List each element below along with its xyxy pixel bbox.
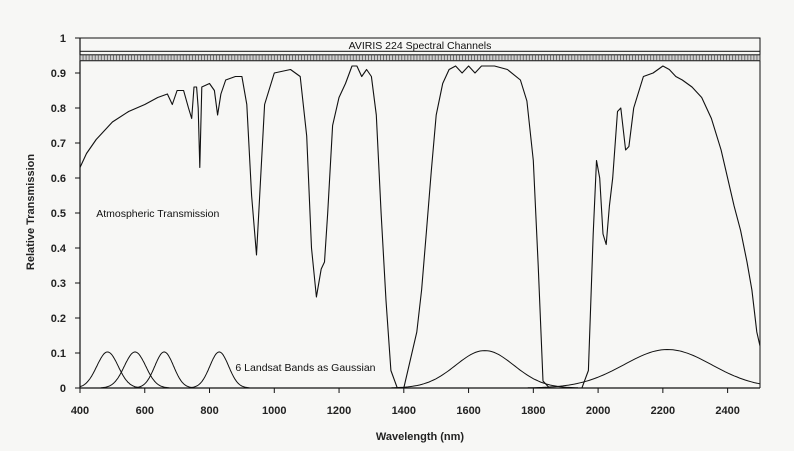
series-layer bbox=[79, 65, 761, 389]
x-tick-label: 600 bbox=[136, 405, 154, 417]
landsat-gaussian-band bbox=[79, 351, 142, 389]
annotation-label: Atmospheric Transmission bbox=[96, 208, 219, 220]
x-tick-label: 400 bbox=[71, 405, 89, 417]
landsat-gaussian-band bbox=[189, 351, 250, 389]
y-axis-label: Relative Transmission bbox=[25, 154, 37, 270]
x-tick-label: 2000 bbox=[586, 405, 610, 417]
landsat-gaussian-band bbox=[527, 348, 761, 389]
y-tick-label: 0.7 bbox=[51, 138, 66, 150]
y-tick-label: 0.9 bbox=[51, 68, 66, 80]
x-tick-label: 1200 bbox=[327, 405, 351, 417]
annotations: Atmospheric Transmission 6 Landsat Bands … bbox=[96, 208, 375, 374]
landsat-gaussian-band bbox=[134, 351, 195, 389]
aviris-channels-bar: AVIRIS 224 Spectral Channels bbox=[79, 37, 761, 62]
y-axis-ticks: 0 0.1 0.2 0.3 0.4 0.5 0.6 0.7 0.8 0.9 1 bbox=[51, 33, 80, 395]
y-tick-label: 0.8 bbox=[51, 103, 66, 115]
x-tick-label: 1800 bbox=[521, 405, 545, 417]
landsat-gaussian-band bbox=[100, 351, 170, 389]
y-tick-label: 0 bbox=[60, 383, 66, 395]
y-tick-label: 1 bbox=[60, 33, 66, 45]
aviris-label-box bbox=[79, 37, 761, 52]
x-axis-ticks: 400 600 800 1000 1200 1400 1600 1800 2000 2200 240… bbox=[71, 388, 740, 417]
y-tick-label: 0.6 bbox=[51, 173, 66, 185]
x-tick-label: 800 bbox=[200, 405, 218, 417]
atmospheric-transmission-line bbox=[79, 65, 761, 389]
x-tick-label: 1400 bbox=[392, 405, 416, 417]
y-tick-label: 0.1 bbox=[51, 348, 66, 360]
x-tick-label: 2400 bbox=[715, 405, 739, 417]
landsat-gaussian-band bbox=[391, 350, 579, 389]
annotation-label: 6 Landsat Bands as Gaussian bbox=[235, 362, 375, 374]
x-tick-label: 1000 bbox=[262, 405, 286, 417]
y-tick-label: 0.5 bbox=[51, 208, 66, 220]
x-axis-label: Wavelength (nm) bbox=[376, 431, 465, 443]
x-tick-label: 2200 bbox=[651, 405, 675, 417]
y-tick-label: 0.4 bbox=[51, 243, 67, 255]
aviris-label: AVIRIS 224 Spectral Channels bbox=[349, 40, 492, 52]
y-tick-label: 0.3 bbox=[51, 278, 66, 290]
y-tick-label: 0.2 bbox=[51, 313, 66, 325]
x-tick-label: 1600 bbox=[456, 405, 480, 417]
